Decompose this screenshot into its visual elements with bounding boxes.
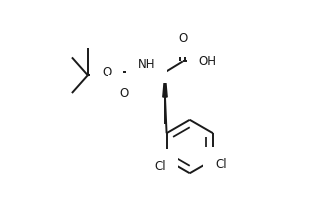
Text: O: O — [178, 32, 187, 45]
Text: NH: NH — [138, 58, 155, 71]
Text: OH: OH — [199, 55, 216, 68]
Text: O: O — [102, 66, 111, 79]
Text: O: O — [120, 87, 129, 100]
Text: Cl: Cl — [215, 158, 227, 171]
Text: Cl: Cl — [155, 160, 166, 173]
Polygon shape — [163, 72, 167, 97]
